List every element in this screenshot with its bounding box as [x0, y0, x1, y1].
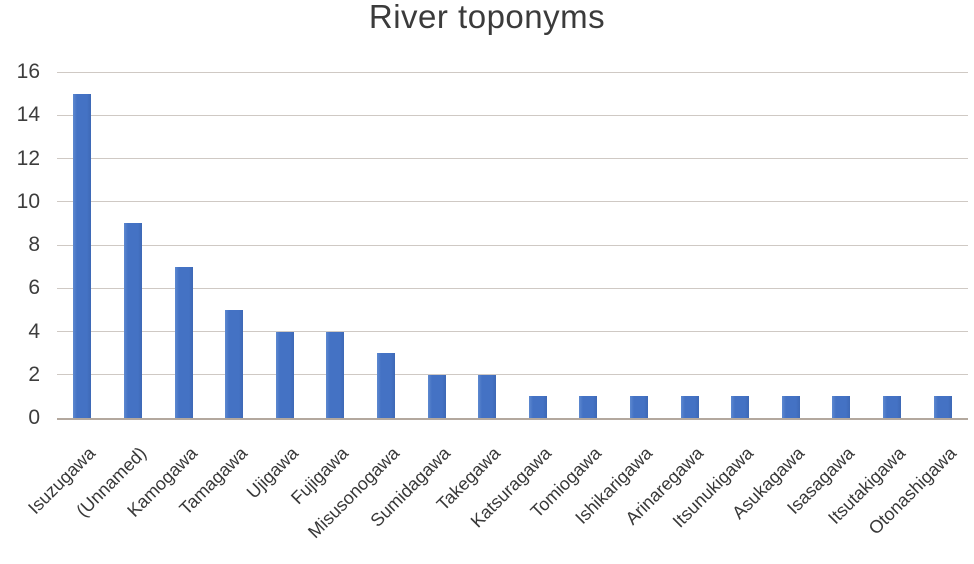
bar — [478, 374, 497, 418]
y-axis-tick-label: 0 — [28, 406, 40, 429]
gridline — [57, 71, 968, 73]
bar — [123, 223, 142, 418]
bar — [933, 396, 952, 418]
bar — [832, 396, 851, 418]
gridline — [57, 331, 968, 332]
bar — [427, 374, 446, 418]
bar — [326, 331, 345, 418]
gridline — [57, 158, 968, 159]
y-axis-tick-label: 12 — [16, 146, 40, 170]
y-axis-tick-label: 14 — [16, 103, 40, 127]
y-axis-tick-label: 16 — [16, 60, 40, 83]
gridline — [57, 114, 968, 116]
bar — [731, 396, 750, 418]
bar — [579, 396, 598, 418]
bar — [781, 396, 800, 418]
bar — [883, 396, 902, 418]
bar — [630, 396, 649, 418]
y-axis-tick-label: 8 — [28, 233, 40, 256]
bar — [528, 396, 547, 418]
bar — [73, 93, 92, 418]
gridline — [57, 201, 968, 203]
bar — [174, 266, 193, 418]
x-axis-line — [57, 418, 968, 420]
y-axis-tick-label: 10 — [16, 189, 40, 213]
bar — [680, 396, 699, 418]
gridline — [57, 287, 968, 289]
y-axis-tick-label: 6 — [28, 276, 40, 300]
gridline — [57, 244, 968, 246]
y-axis-tick-label: 4 — [28, 319, 40, 343]
chart-title: River toponyms — [368, 0, 606, 35]
bar — [225, 309, 244, 418]
bar — [376, 353, 395, 418]
gridline — [57, 374, 968, 376]
y-axis-tick-label: 2 — [28, 362, 40, 386]
bar — [275, 331, 294, 418]
